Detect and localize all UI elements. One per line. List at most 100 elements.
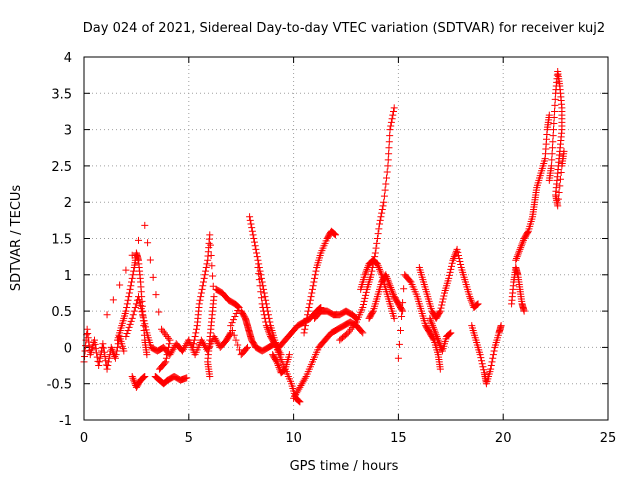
data-point <box>202 343 210 351</box>
data-point <box>281 366 289 374</box>
data-point <box>96 354 104 362</box>
data-point <box>103 365 111 373</box>
data-point <box>295 397 303 405</box>
data-point <box>91 340 99 348</box>
data-point <box>263 323 271 331</box>
data-point <box>427 318 435 326</box>
data-point <box>489 354 497 362</box>
data-point <box>554 195 562 203</box>
data-point <box>152 291 160 299</box>
data-point <box>383 274 391 282</box>
data-point <box>426 314 434 322</box>
data-point <box>549 138 557 146</box>
data-point <box>164 347 172 355</box>
data-point <box>179 347 187 355</box>
data-point <box>111 354 119 362</box>
data-point <box>560 147 568 155</box>
data-point <box>126 320 134 328</box>
data-point <box>388 115 396 123</box>
series-arc-t <box>394 271 444 373</box>
data-point <box>301 325 309 333</box>
data-point <box>258 300 266 308</box>
data-point <box>388 287 396 295</box>
data-point <box>389 289 397 297</box>
data-point <box>447 265 455 273</box>
data-point <box>376 216 384 224</box>
y-tick-label: -0.5 <box>47 378 72 393</box>
data-point <box>439 295 447 303</box>
data-point <box>138 308 146 316</box>
data-point <box>295 385 303 393</box>
data-point <box>390 291 398 299</box>
y-tick-label: 2 <box>64 196 72 211</box>
data-point <box>348 323 356 331</box>
data-point <box>351 320 359 328</box>
data-point <box>476 351 484 359</box>
data-point <box>83 325 91 333</box>
data-point <box>100 348 108 356</box>
data-point <box>306 296 314 304</box>
data-point <box>234 306 242 314</box>
data-point <box>95 362 103 370</box>
data-point <box>449 256 457 264</box>
data-point <box>379 202 387 210</box>
data-point <box>497 322 505 330</box>
data-point <box>377 269 385 277</box>
data-point <box>455 254 463 262</box>
y-tick-label: -1 <box>59 414 72 429</box>
data-point <box>285 351 293 359</box>
data-point <box>555 189 563 197</box>
series-arc-m <box>269 351 293 377</box>
data-point <box>142 326 150 334</box>
data-point <box>137 305 145 313</box>
data-point <box>206 231 214 239</box>
data-point <box>473 301 481 309</box>
data-point <box>445 330 453 338</box>
series-arc-b <box>114 249 151 359</box>
data-point <box>330 230 338 238</box>
data-point <box>374 230 382 238</box>
data-point <box>259 303 267 311</box>
data-point <box>294 387 302 395</box>
data-point <box>114 343 122 351</box>
data-point <box>384 156 392 164</box>
data-point <box>232 310 240 318</box>
data-point <box>372 244 380 252</box>
data-point <box>304 307 312 315</box>
data-point <box>454 251 462 259</box>
data-point <box>406 277 414 285</box>
data-point <box>556 182 564 190</box>
data-point <box>100 344 108 352</box>
data-point <box>466 294 474 302</box>
data-point <box>130 267 138 275</box>
series-arc-d <box>128 372 149 391</box>
data-point <box>311 274 319 282</box>
data-point <box>132 300 140 308</box>
data-point <box>478 357 486 365</box>
data-point <box>265 329 273 337</box>
data-point <box>213 338 221 346</box>
data-point <box>362 269 370 277</box>
series-arc-y <box>512 111 553 264</box>
x-tick-label: 25 <box>600 431 617 446</box>
data-point <box>363 265 371 273</box>
data-point <box>109 296 117 304</box>
data-point <box>197 293 205 301</box>
data-point <box>235 303 243 311</box>
data-point <box>140 317 148 325</box>
data-point <box>181 343 189 351</box>
data-point <box>434 336 442 344</box>
data-point <box>126 285 134 293</box>
data-point <box>389 111 397 119</box>
data-point <box>111 352 119 360</box>
data-point <box>207 251 215 259</box>
data-point <box>515 249 523 257</box>
data-point <box>547 162 555 170</box>
data-point <box>300 376 308 384</box>
series-arc-n <box>290 318 367 402</box>
series-arc-s <box>365 271 407 322</box>
data-point <box>294 397 302 405</box>
data-point <box>378 209 386 217</box>
data-point <box>266 331 274 339</box>
